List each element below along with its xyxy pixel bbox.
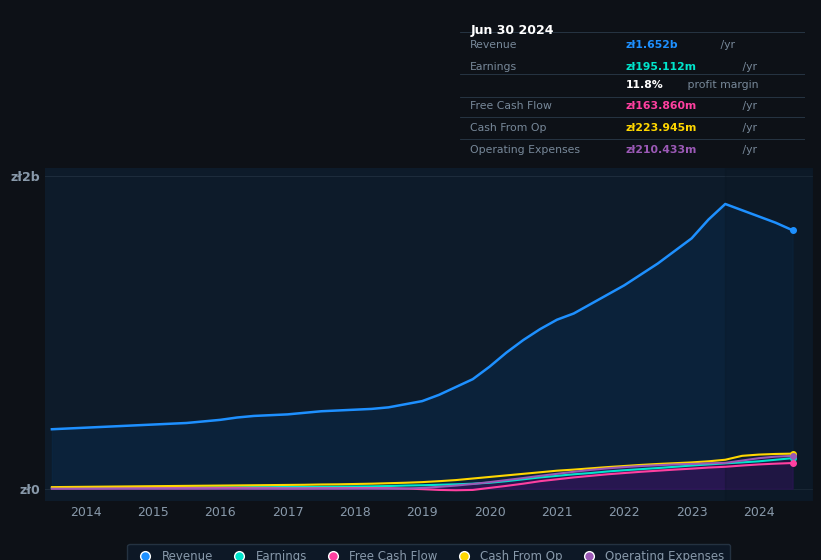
Text: /yr: /yr [740,101,758,111]
Text: Revenue: Revenue [470,40,518,50]
Bar [725,168,813,501]
Text: zł163.860m: zł163.860m [626,101,697,111]
Text: Jun 30 2024: Jun 30 2024 [470,24,554,37]
Text: zł223.945m: zł223.945m [626,123,697,133]
Text: /yr: /yr [740,62,758,72]
Text: zł195.112m: zł195.112m [626,62,696,72]
Legend: Revenue, Earnings, Free Cash Flow, Cash From Op, Operating Expenses: Revenue, Earnings, Free Cash Flow, Cash … [127,544,731,560]
Text: profit margin: profit margin [684,80,759,90]
Text: Cash From Op: Cash From Op [470,123,547,133]
Text: Operating Expenses: Operating Expenses [470,145,580,155]
Text: Free Cash Flow: Free Cash Flow [470,101,553,111]
Text: zł210.433m: zł210.433m [626,145,697,155]
Text: 11.8%: 11.8% [626,80,663,90]
Text: /yr: /yr [740,123,758,133]
Text: Earnings: Earnings [470,62,517,72]
Text: /yr: /yr [740,145,758,155]
Text: /yr: /yr [718,40,736,50]
Text: zł1.652b: zł1.652b [626,40,678,50]
